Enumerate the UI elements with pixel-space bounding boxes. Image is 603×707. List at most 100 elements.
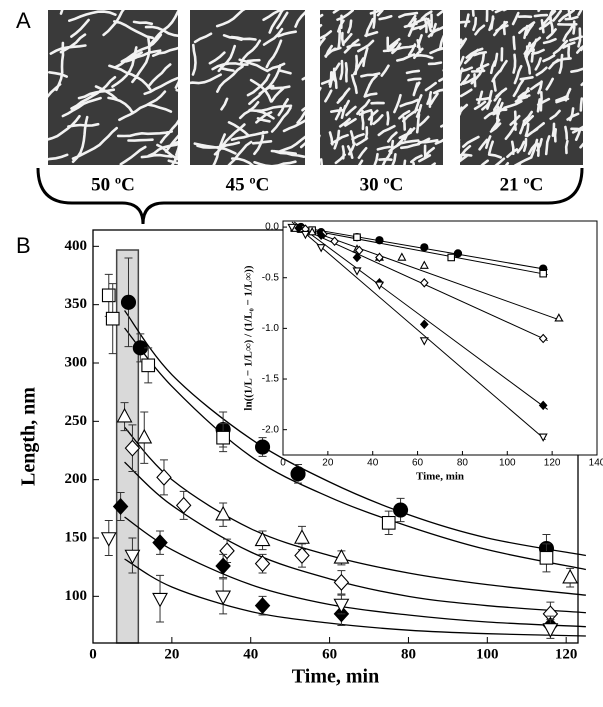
x-tick-label: 0 xyxy=(89,646,97,662)
x-tick-label: 60 xyxy=(322,646,337,662)
marker xyxy=(294,529,310,544)
marker xyxy=(419,260,429,269)
marker xyxy=(538,333,548,344)
x-tick-label: 80 xyxy=(457,458,469,469)
marker xyxy=(538,400,548,411)
micrograph-texture xyxy=(190,10,305,165)
marker xyxy=(105,311,120,326)
marker xyxy=(352,252,362,263)
marker xyxy=(101,288,116,303)
micrograph-texture xyxy=(320,10,443,165)
fit-curve xyxy=(124,310,586,557)
y-tick-label: 0.0 xyxy=(265,222,279,233)
y-tick-label: -0.5 xyxy=(262,272,280,283)
x-axis-label: Time, min xyxy=(416,471,464,483)
marker xyxy=(116,407,133,423)
fit-curve xyxy=(291,221,546,441)
plot-frame xyxy=(282,220,598,456)
marker xyxy=(447,253,456,262)
marker xyxy=(453,249,463,258)
marker xyxy=(294,546,310,565)
image-label: 50 ºC xyxy=(91,174,135,195)
marker xyxy=(419,319,429,330)
marker xyxy=(290,466,306,482)
marker xyxy=(307,227,317,236)
y-tick-label: 100 xyxy=(65,588,88,604)
marker xyxy=(215,557,231,575)
x-tick-label: 40 xyxy=(367,458,379,469)
image-label: 45 ºC xyxy=(226,174,270,195)
marker xyxy=(375,236,384,245)
panel-label: A xyxy=(16,8,31,33)
fit-curve xyxy=(124,461,586,614)
y-tick-label: -1.5 xyxy=(262,374,280,385)
image-label: 30 ºC xyxy=(360,174,404,195)
marker xyxy=(375,252,384,263)
fit-curve xyxy=(124,558,586,637)
marker xyxy=(216,430,230,445)
x-tick-label: 60 xyxy=(412,458,424,469)
marker xyxy=(219,542,235,560)
y-tick-label: 350 xyxy=(65,296,88,312)
x-tick-label: 120 xyxy=(544,458,561,469)
marker xyxy=(316,244,326,253)
image-label: 21 ºC xyxy=(500,174,544,195)
marker xyxy=(333,573,350,591)
y-tick-label: 300 xyxy=(65,354,88,370)
marker xyxy=(354,245,364,256)
marker xyxy=(419,278,429,288)
marker xyxy=(152,534,168,552)
x-tick-label: 100 xyxy=(476,646,499,662)
x-tick-label: 0 xyxy=(280,458,286,469)
panel-label: B xyxy=(16,233,31,258)
marker xyxy=(152,592,168,608)
marker xyxy=(316,230,326,240)
y-tick-label: -2.0 xyxy=(262,424,280,435)
marker xyxy=(120,294,137,310)
marker xyxy=(330,236,339,247)
brace xyxy=(36,167,584,225)
marker xyxy=(353,233,361,241)
x-tick-label: 120 xyxy=(555,646,578,662)
marker xyxy=(254,531,271,547)
marker xyxy=(124,439,141,457)
x-tick-label: 100 xyxy=(499,458,516,469)
marker xyxy=(393,502,409,518)
marker xyxy=(255,439,271,455)
fit-curve xyxy=(124,327,587,571)
marker xyxy=(287,223,297,233)
marker xyxy=(100,532,117,547)
marker xyxy=(254,597,271,615)
marker xyxy=(352,267,362,276)
x-tick-label: 80 xyxy=(401,646,416,662)
marker xyxy=(374,281,384,290)
micrograph-texture xyxy=(48,10,178,165)
y-tick-label: -1.0 xyxy=(262,323,280,334)
y-tick-label: 400 xyxy=(65,238,88,254)
marker xyxy=(538,433,548,442)
fit-curve xyxy=(124,516,586,628)
x-tick-label: 40 xyxy=(243,646,258,662)
marker xyxy=(141,358,156,373)
fit-curve xyxy=(293,221,548,410)
y-tick-label: 150 xyxy=(65,529,88,545)
marker xyxy=(554,313,564,322)
marker xyxy=(156,468,172,486)
marker xyxy=(542,623,559,638)
marker xyxy=(294,223,304,233)
marker xyxy=(333,598,350,614)
inset-background xyxy=(283,221,597,455)
marker xyxy=(254,555,271,573)
marker xyxy=(539,550,554,565)
marker xyxy=(562,568,579,584)
marker xyxy=(175,496,192,514)
marker xyxy=(112,497,129,516)
marker xyxy=(381,515,396,530)
x-axis-label: Time, min xyxy=(292,666,379,688)
y-tick-label: 250 xyxy=(65,413,88,429)
y-axis-label: Length, nm xyxy=(18,387,40,486)
marker xyxy=(539,269,547,278)
micrograph-texture xyxy=(460,10,583,165)
marker xyxy=(397,252,407,261)
